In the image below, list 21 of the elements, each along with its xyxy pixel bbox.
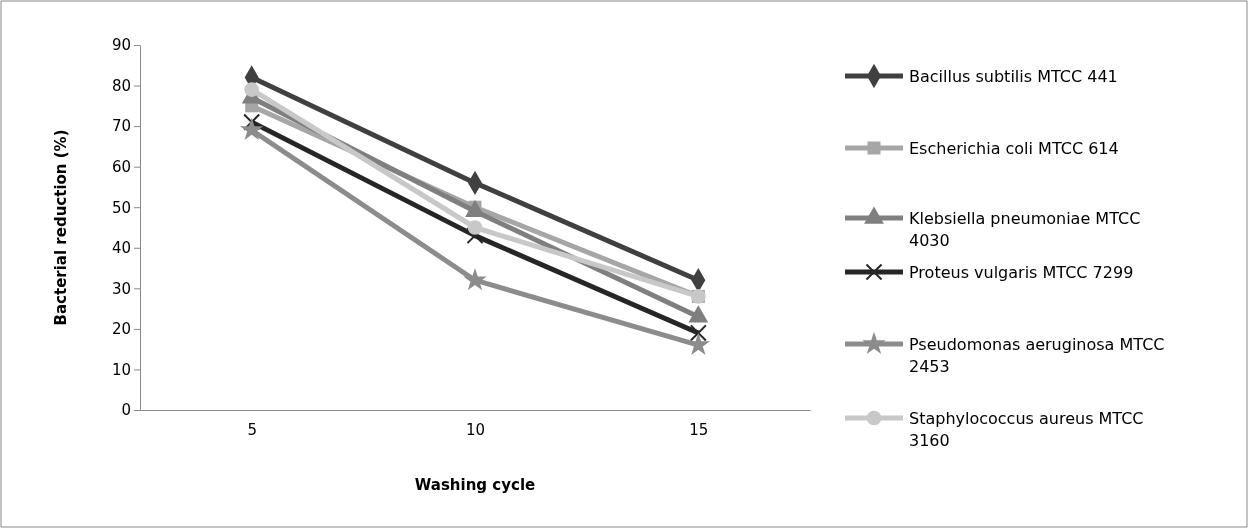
y-tick-label: 50 (111, 198, 131, 217)
y-tick-label: 60 (111, 157, 131, 176)
x-tick-label: 15 (689, 420, 709, 439)
y-axis-title: Bacterial reduction (%) (52, 129, 70, 326)
legend-label: Bacillus subtilis MTCC 441 (909, 67, 1118, 86)
y-tick-label: 40 (111, 239, 131, 258)
x-axis-title: Washing cycle (414, 476, 536, 494)
legend-label: Klebsiella pneumoniae MTCC 4030 (909, 209, 1141, 250)
legend-label: Proteus vulgaris MTCC 7299 (909, 263, 1134, 282)
y-tick-label: 10 (111, 360, 131, 379)
x-tick-label: 10 (465, 420, 486, 439)
y-tick-label: 90 (111, 36, 131, 55)
y-tick-label: 20 (111, 320, 131, 339)
y-tick-label: 30 (111, 279, 131, 298)
x-tick-label: 5 (247, 420, 257, 439)
legend-label: Staphylococcus aureus MTCC 3160 (909, 409, 1144, 450)
y-tick-label: 80 (111, 76, 131, 95)
legend-label: Escherichia coli MTCC 614 (909, 139, 1119, 158)
legend-label: Pseudomonas aeruginosa MTCC 2453 (909, 335, 1165, 376)
y-tick-label: 70 (111, 117, 131, 136)
y-tick-label: 0 (121, 401, 131, 420)
